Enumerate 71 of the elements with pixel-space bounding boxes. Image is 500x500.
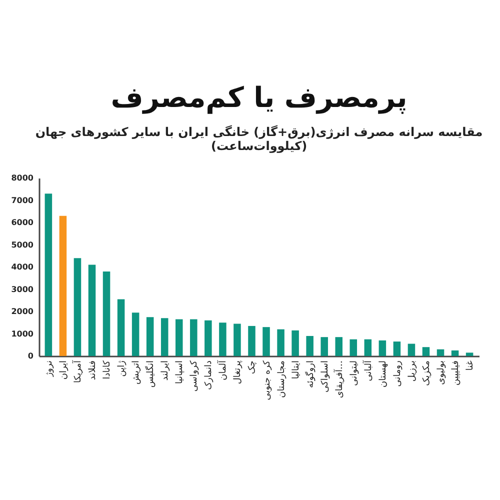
bar [350, 339, 358, 356]
x-tick-label: لهستان [378, 360, 388, 388]
y-tick-label: 7000 [11, 196, 34, 205]
bar [393, 342, 401, 356]
x-tick-label: آفریقای… [332, 360, 345, 398]
x-tick-label: کرواسی [190, 360, 200, 392]
bar [219, 322, 226, 356]
x-tick-label: کره جنوبی [262, 360, 272, 400]
bar [234, 324, 241, 356]
x-tick-label: اروگوئه [304, 360, 316, 388]
bar [176, 319, 183, 356]
y-tick-label: 6000 [11, 218, 34, 227]
bar [248, 326, 256, 356]
x-tick-label: ایران [58, 360, 69, 380]
x-tick-label: مکزیک [422, 360, 432, 386]
y-tick-label: 0 [28, 352, 34, 360]
x-tick-label: انگلیس [144, 360, 156, 388]
bar [88, 264, 96, 356]
x-tick-label: بولیوی [436, 360, 447, 385]
chart-subtitle: مقایسه سرانه مصرف انرژی(برق+گاز) خانگی ایران با سایر کشورهای جهان (کیلووات‌ساعت) [35, 125, 483, 153]
x-tick-label: ایتالیا [291, 360, 302, 380]
bar [408, 344, 416, 356]
bar [132, 312, 140, 356]
bar [262, 327, 270, 356]
x-tick-label: غنا [466, 360, 476, 371]
bar [320, 337, 328, 356]
chart-title: پرمصرف یا کم‌مصرف [110, 81, 408, 114]
bar [59, 216, 67, 356]
bar [335, 337, 342, 356]
bar [204, 320, 212, 356]
x-tick-label: کانادا [102, 360, 113, 380]
x-tick-label: اسپانیا [175, 360, 186, 384]
bar [44, 194, 52, 356]
y-tick-label: 4000 [11, 262, 34, 272]
x-tick-label: ایرلند [160, 360, 171, 381]
x-tick-label: آلبانی [362, 360, 374, 382]
bar [190, 319, 198, 356]
bar [422, 347, 430, 356]
bar [74, 258, 82, 356]
bar [306, 336, 314, 356]
bar [378, 340, 386, 356]
x-tick-label: نروژ [44, 360, 54, 378]
x-tick-label: اسلواکی [320, 360, 330, 392]
x-tick-label: رومانی [392, 360, 403, 387]
bar [364, 339, 372, 356]
x-tick-label: دانمارک [204, 360, 214, 390]
bar [451, 350, 459, 356]
bar [160, 318, 168, 356]
x-tick-label: فیلیپین [451, 360, 462, 386]
y-tick-label: 1000 [11, 329, 34, 338]
y-tick-label: 2000 [11, 307, 34, 316]
y-tick-label: 5000 [11, 240, 34, 250]
bar [277, 329, 284, 356]
bar [146, 317, 154, 356]
x-tick-label: لیتوانی [349, 360, 360, 386]
y-tick-label: 8000 [11, 174, 34, 182]
y-tick-label: 3000 [11, 284, 34, 294]
x-tick-label: مجارستان [276, 360, 287, 398]
bar [466, 352, 474, 356]
bar [292, 330, 299, 356]
bar [436, 349, 444, 356]
x-tick-label: فنلاند [88, 360, 98, 380]
bar [102, 271, 110, 356]
x-tick-label: پرتغال [233, 360, 244, 384]
x-tick-label: ژاپن [117, 360, 128, 377]
bar [117, 299, 125, 356]
x-tick-label: چک [248, 360, 258, 374]
x-tick-label: آمریکا [71, 360, 84, 384]
x-tick-label: اتریش [132, 360, 142, 384]
x-tick-label: برزیل [407, 360, 418, 382]
x-tick-label: آلمان [216, 360, 229, 380]
